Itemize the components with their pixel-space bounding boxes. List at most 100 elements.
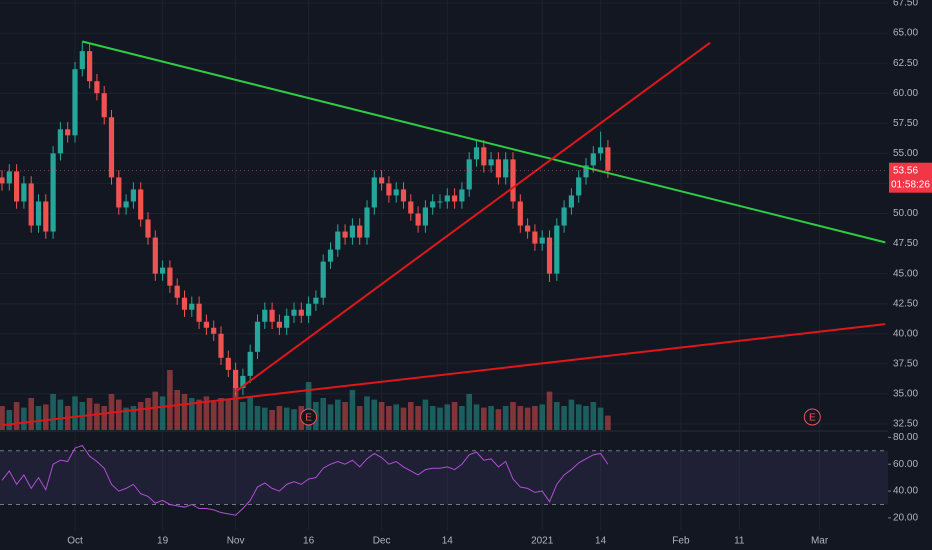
candle-body <box>108 117 115 178</box>
volume-bar <box>546 391 553 430</box>
volume-bar <box>473 404 480 430</box>
volume-bar <box>488 406 494 430</box>
volume-bar <box>232 386 239 430</box>
candle-body <box>371 177 377 208</box>
candle-body <box>233 369 239 388</box>
volume-bar <box>429 406 436 430</box>
candle-body <box>379 177 385 184</box>
candle-body <box>473 147 480 160</box>
candle-body <box>218 333 224 358</box>
x-tick-label: Dec <box>373 536 391 547</box>
y-tick-label: 37.50 <box>893 358 918 369</box>
candle-body <box>116 177 122 208</box>
candle-body <box>444 195 450 202</box>
candle-body <box>28 183 34 226</box>
candle-body <box>196 303 202 322</box>
volume-bar <box>400 407 407 430</box>
candle-body <box>546 237 553 274</box>
y-tick-label: 57.50 <box>893 118 918 129</box>
candle-body <box>0 177 5 184</box>
volume-bar <box>218 398 224 430</box>
volume-bar <box>225 399 232 430</box>
volume-bar <box>21 407 27 430</box>
rsi-tick-label: 80.00 <box>893 432 918 443</box>
volume-bar <box>510 402 516 430</box>
candle-body <box>57 129 63 154</box>
volume-bar <box>451 402 458 430</box>
volume-bar <box>247 396 253 430</box>
x-tick-label: 16 <box>303 536 315 547</box>
candle-body <box>14 171 20 202</box>
volume-bar <box>342 402 348 430</box>
volume-bar <box>174 390 180 430</box>
candle-body <box>349 225 355 238</box>
candle-body <box>225 357 231 370</box>
volume-bar <box>378 402 385 430</box>
volume-bar <box>167 370 173 430</box>
volume-bar <box>283 407 290 430</box>
volume-bar <box>35 406 42 430</box>
candle-body <box>262 309 268 322</box>
volume-bar <box>116 399 122 430</box>
volume-bar <box>371 399 378 430</box>
candle-body <box>174 285 180 298</box>
candle-body <box>306 303 312 316</box>
volume-bar <box>196 399 202 430</box>
candle-body <box>430 201 436 208</box>
candle-body <box>590 153 596 166</box>
volume-bar <box>276 406 283 430</box>
rsi-tick-label: 20.00 <box>893 513 918 524</box>
candle-body <box>525 225 531 232</box>
candle-body <box>65 129 71 136</box>
candle-body <box>35 201 42 226</box>
volume-bar <box>444 404 451 430</box>
candle-body <box>50 153 56 232</box>
volume-bar <box>13 402 20 430</box>
y-tick-label: 42.50 <box>893 298 918 309</box>
candle-body <box>400 189 407 202</box>
candle-body <box>393 189 399 196</box>
volume-bar <box>240 402 246 430</box>
volume-bar <box>575 404 582 430</box>
y-tick-label: 62.50 <box>893 58 918 69</box>
volume-bar <box>568 399 575 430</box>
x-tick-label: Feb <box>672 536 690 547</box>
volume-bar <box>532 406 538 430</box>
candle-body <box>576 177 582 196</box>
volume-bar <box>50 394 56 430</box>
x-tick-label: 11 <box>734 536 745 547</box>
candle-body <box>568 195 574 208</box>
rsi-band-fill <box>0 450 888 505</box>
candle-body <box>481 147 487 166</box>
candle-body <box>320 261 326 298</box>
volume-bar <box>43 404 49 430</box>
volume-bar <box>305 382 312 430</box>
candle-body <box>269 309 275 322</box>
candle-body <box>452 195 458 202</box>
candle-body <box>357 225 363 238</box>
volume-bar <box>203 396 210 430</box>
candle-body <box>21 183 27 202</box>
volume-bar <box>524 407 531 430</box>
volume-bar <box>123 407 129 430</box>
y-tick-label: 47.50 <box>893 238 918 249</box>
rsi-tick-label: 60.00 <box>893 459 918 470</box>
volume-bar <box>408 402 414 430</box>
candle-body <box>554 225 560 274</box>
candle-body <box>488 159 494 166</box>
volume-bar <box>130 406 137 430</box>
candle-body <box>72 69 78 136</box>
candle-body <box>298 309 304 316</box>
x-tick-label: 14 <box>595 536 607 547</box>
volume-bar <box>393 404 399 430</box>
volume-bar <box>386 406 392 430</box>
countdown-label: 01:58:26 <box>891 179 930 190</box>
volume-bar <box>495 409 502 430</box>
volume-bar <box>502 406 509 430</box>
y-tick-label: 50.00 <box>893 208 918 219</box>
candle-body <box>386 183 392 196</box>
candle-body <box>437 201 443 203</box>
volume-bar <box>583 406 589 430</box>
candle-body <box>211 327 217 334</box>
